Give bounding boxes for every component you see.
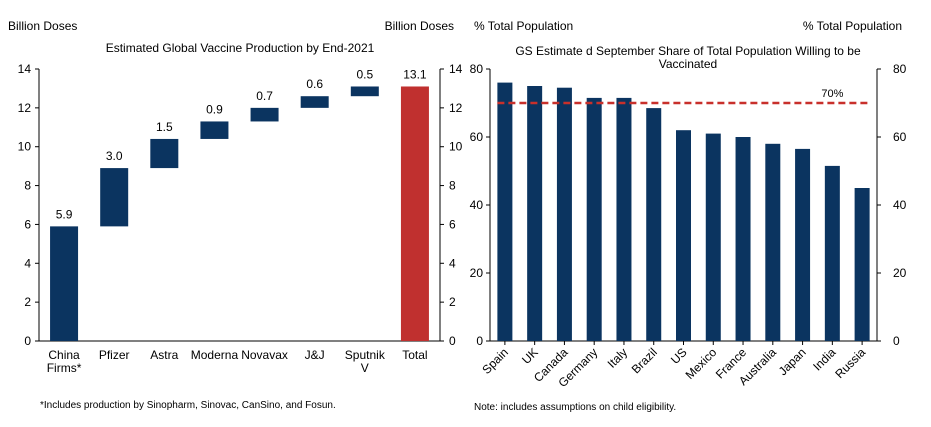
waterfall-bar xyxy=(250,107,279,122)
left-chart-tick-label-left: 12 xyxy=(18,101,32,115)
left-chart-tick-label-right: 6 xyxy=(449,217,456,231)
country-bar xyxy=(676,130,691,341)
country-bar xyxy=(616,97,632,342)
country-label: US xyxy=(668,345,690,367)
country-label: Brazil xyxy=(629,345,660,376)
right-chart-tick-label-right: 80 xyxy=(893,62,907,76)
waterfall-bar xyxy=(400,86,429,341)
left-chart-tick-label-right: 12 xyxy=(449,101,463,115)
left-chart-tick-label-left: 0 xyxy=(24,334,31,348)
left-chart-tick-label-right: 4 xyxy=(449,256,456,270)
left-chart-tick-label-left: 10 xyxy=(18,140,32,154)
bar-value-label: 5.9 xyxy=(56,207,73,221)
country-label: Russia xyxy=(832,345,868,381)
country-label: Spain xyxy=(479,345,511,377)
right-chart-tick-label-right: 20 xyxy=(893,266,907,280)
bar-value-label: 13.1 xyxy=(403,67,427,81)
vaccine-production-chart: Billion Doses Billion Doses Estimated Gl… xyxy=(8,19,463,411)
country-bar xyxy=(586,97,602,342)
right-chart-tick-label-left: 40 xyxy=(470,198,484,212)
left-chart-tick-label-left: 2 xyxy=(24,295,31,309)
right-chart-tick-label-right: 0 xyxy=(893,334,900,348)
country-bar xyxy=(646,108,662,341)
right-chart-tick-label-right: 60 xyxy=(893,130,907,144)
country-label: Japan xyxy=(776,345,809,378)
left-chart-title: Estimated Global Vaccine Production by E… xyxy=(106,41,375,55)
bar-value-label: 0.5 xyxy=(356,67,373,81)
category-label: V xyxy=(361,361,369,375)
country-bar xyxy=(795,148,811,341)
bar-value-label: 1.5 xyxy=(156,120,173,134)
left-chart-tick-label-right: 0 xyxy=(449,334,456,348)
population-willing-chart: % Total Population % Total Population GS… xyxy=(470,19,907,413)
right-chart-title-line-2: Vaccinated xyxy=(659,57,717,71)
bar-value-label: 0.6 xyxy=(306,77,323,91)
right-chart-title-line-1: GS Estimate d September Share of Total P… xyxy=(515,44,861,58)
country-bar xyxy=(824,165,840,341)
category-label: Novavax xyxy=(241,348,288,362)
bar-value-label: 3.0 xyxy=(106,149,123,163)
country-label: Mexico xyxy=(683,345,720,382)
category-label: Astra xyxy=(150,348,178,362)
left-chart-tick-label-left: 6 xyxy=(24,217,31,231)
left-chart-tick-label-right: 10 xyxy=(449,140,463,154)
category-label: J&J xyxy=(305,348,325,362)
right-chart-y-axis-label-left: % Total Population xyxy=(474,19,573,33)
country-label: UK xyxy=(519,345,541,367)
bar-value-label: 0.9 xyxy=(206,102,223,116)
waterfall-bar xyxy=(100,168,129,227)
left-chart-footnote: *Includes production by Sinopharm, Sinov… xyxy=(40,400,336,411)
left-chart-tick-label-right: 2 xyxy=(449,295,456,309)
country-bar xyxy=(765,143,781,341)
waterfall-bar xyxy=(350,86,379,97)
left-chart-tick-label-right: 14 xyxy=(449,62,463,76)
category-label: Firms* xyxy=(47,361,82,375)
right-chart-tick-label-right: 40 xyxy=(893,198,907,212)
category-label: Total xyxy=(402,348,427,362)
country-bar xyxy=(527,86,543,341)
left-chart-tick-label-right: 8 xyxy=(449,179,456,193)
category-label: Moderna xyxy=(191,348,239,362)
left-chart-y-axis-label-right: Billion Doses xyxy=(385,19,454,33)
country-bar xyxy=(556,87,572,341)
category-label: Sputnik xyxy=(345,348,386,362)
waterfall-bar xyxy=(150,138,179,169)
left-chart-y-axis-label-left: Billion Doses xyxy=(8,19,77,33)
right-chart-footnote: Note: includes assumptions on child elig… xyxy=(474,402,676,413)
country-bar xyxy=(735,137,751,341)
country-bar xyxy=(854,188,870,341)
reference-line-label: 70% xyxy=(821,88,843,100)
waterfall-bar xyxy=(300,96,329,108)
right-chart-tick-label-left: 60 xyxy=(470,130,484,144)
right-chart-tick-label-left: 80 xyxy=(470,62,484,76)
left-chart-tick-label-left: 14 xyxy=(18,62,32,76)
right-chart-tick-label-left: 0 xyxy=(476,334,483,348)
country-bar xyxy=(705,133,721,341)
right-chart-y-axis-label-right: % Total Population xyxy=(803,19,902,33)
right-chart-tick-label-left: 20 xyxy=(470,266,484,280)
left-chart-tick-label-left: 4 xyxy=(24,256,31,270)
waterfall-bar xyxy=(200,121,229,139)
category-label: China xyxy=(48,348,80,362)
country-label: Italy xyxy=(605,345,630,370)
country-bar xyxy=(497,82,513,341)
waterfall-bar xyxy=(50,226,79,341)
category-label: Pfizer xyxy=(99,348,130,362)
left-chart-tick-label-left: 8 xyxy=(24,179,31,193)
bar-value-label: 0.7 xyxy=(256,89,273,103)
